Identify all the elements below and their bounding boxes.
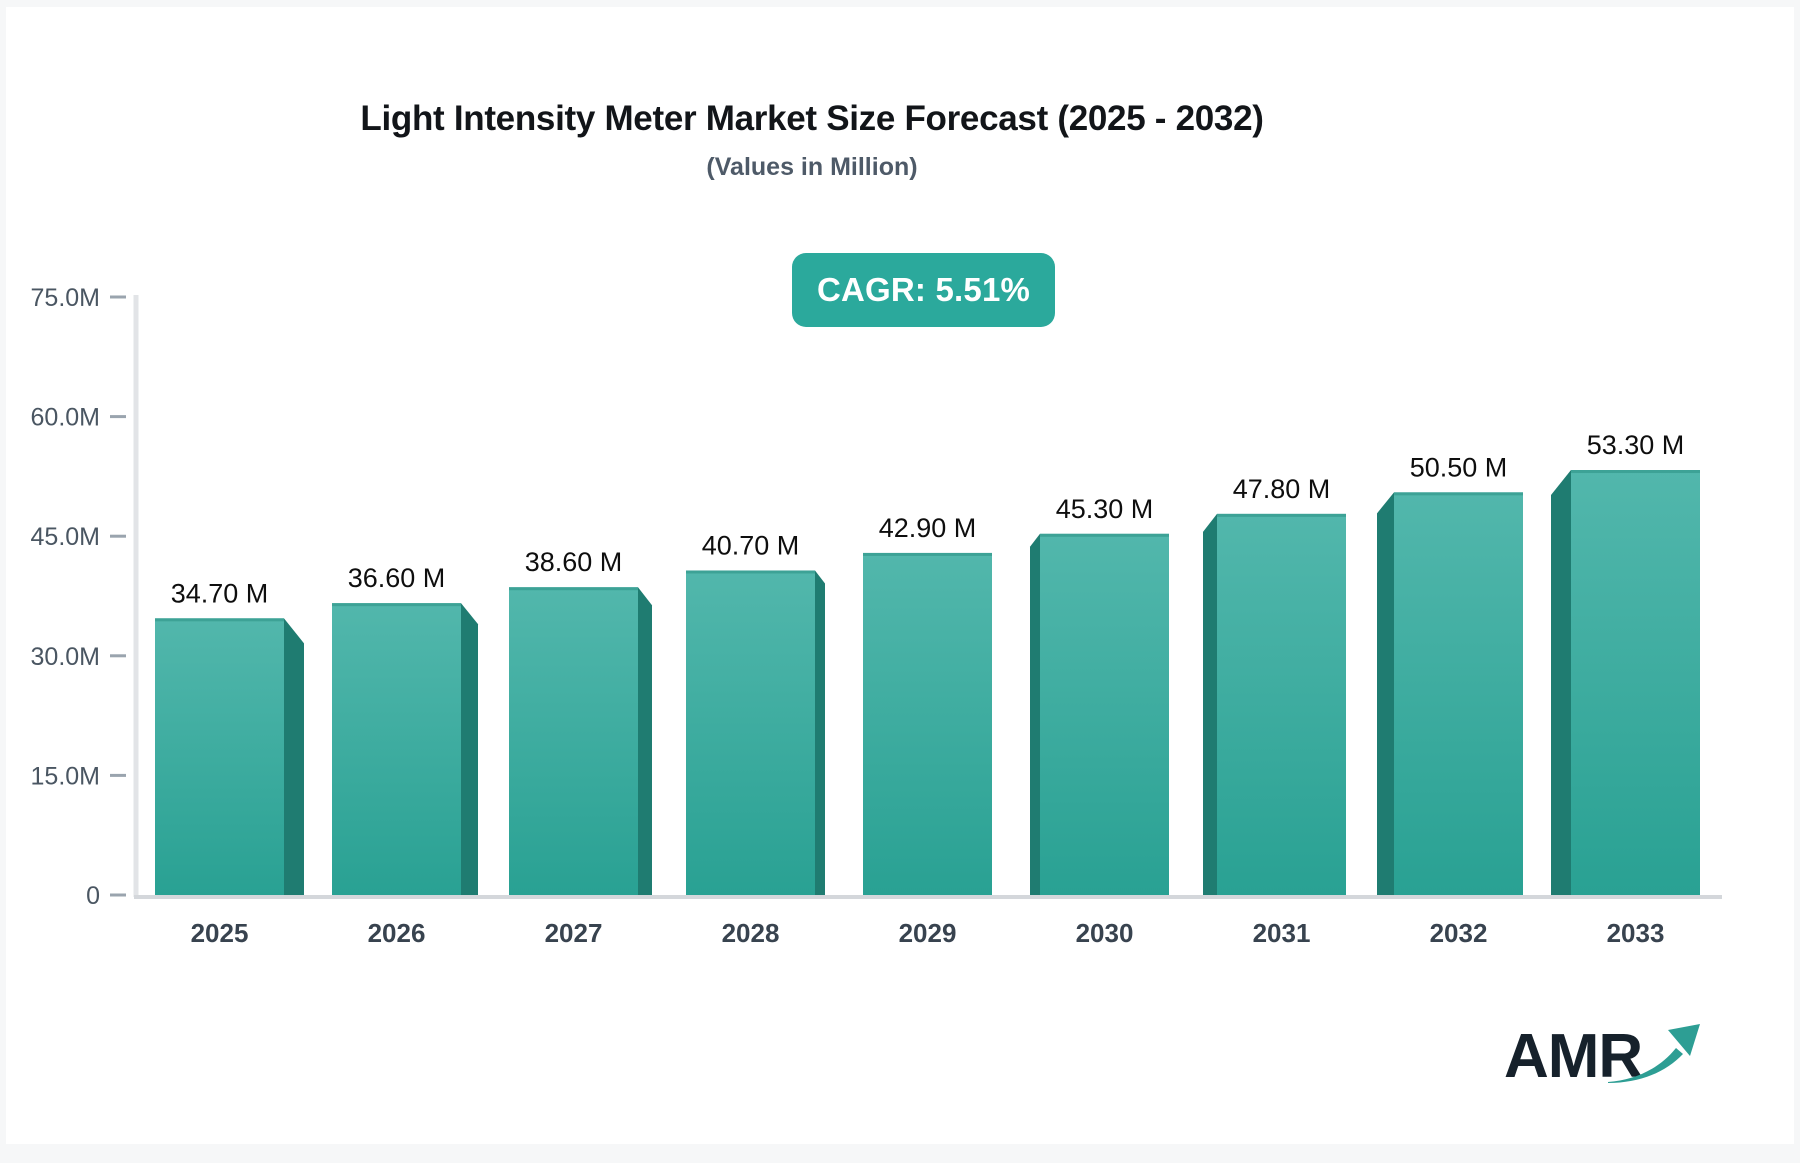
- bar-side-3d: [1551, 470, 1571, 895]
- chart-subtitle: (Values in Million): [706, 153, 918, 181]
- bar-value-label: 36.60 M: [348, 563, 446, 593]
- y-axis-label: 75.0M: [31, 284, 100, 312]
- bar-top-edge: [1217, 513, 1346, 517]
- cagr-badge: CAGR: 5.51%: [792, 253, 1055, 327]
- bar-chart-canvas: 34.70 M 2025 36.60 M 2026 38.60 M 2027 40.70 M…: [31, 284, 1722, 948]
- x-axis-label: 2028: [722, 918, 780, 948]
- bar-top-edge: [863, 552, 992, 556]
- bar-value-label: 53.30 M: [1587, 430, 1685, 460]
- bar: [509, 587, 638, 895]
- bar: [1571, 470, 1700, 895]
- y-axis-label: 60.0M: [31, 404, 100, 432]
- bar-side-3d: [1030, 533, 1040, 895]
- bar: [1040, 533, 1169, 895]
- bar-top-edge: [155, 618, 284, 622]
- bar: [686, 570, 815, 895]
- bar-value-label: 42.90 M: [879, 513, 977, 543]
- x-axis-label: 2030: [1076, 918, 1134, 948]
- x-axis-label: 2032: [1430, 918, 1488, 948]
- x-axis-label: 2027: [545, 918, 603, 948]
- bar: [1217, 513, 1346, 895]
- bar: [155, 618, 284, 895]
- bar-top-edge: [1394, 492, 1523, 496]
- bar-top-edge: [509, 587, 638, 591]
- amr-logo-text: AMR: [1504, 1022, 1643, 1091]
- bar-side-3d: [284, 618, 304, 895]
- y-axis-label: 30.0M: [31, 643, 100, 671]
- x-axis-label: 2026: [368, 918, 426, 948]
- labels-layer: 34.70 M 2025 36.60 M 2026 38.60 M 2027 40.70 M…: [31, 284, 1685, 948]
- bar-value-label: 40.70 M: [702, 530, 800, 560]
- bar-value-label: 47.80 M: [1233, 474, 1331, 504]
- bar-side-3d: [638, 587, 652, 895]
- amr-logo: AMR: [1504, 1016, 1704, 1096]
- x-axis-label: 2031: [1253, 918, 1311, 948]
- axes-layer: [110, 295, 1722, 899]
- y-axis-label: 45.0M: [31, 523, 100, 551]
- x-axis-label: 2025: [191, 918, 249, 948]
- bars-layer: [155, 470, 1700, 895]
- bar-value-label: 34.70 M: [171, 578, 269, 608]
- bar-top-edge: [1571, 470, 1700, 474]
- bar: [863, 552, 992, 895]
- y-axis-label: 0: [86, 882, 100, 910]
- bar-side-3d: [461, 603, 478, 895]
- chart-card: Light Intensity Meter Market Size Foreca…: [6, 7, 1794, 1144]
- bar-top-edge: [332, 603, 461, 607]
- bar-side-3d: [1203, 513, 1217, 895]
- bar-side-3d: [1377, 492, 1394, 895]
- bar-top-edge: [1040, 533, 1169, 537]
- bar-value-label: 50.50 M: [1410, 452, 1508, 482]
- bar-value-label: 38.60 M: [525, 547, 623, 577]
- growth-arrow-icon: [1608, 1024, 1700, 1083]
- bar: [332, 603, 461, 895]
- bar: [1394, 492, 1523, 895]
- bar-side-3d: [815, 570, 825, 895]
- chart-title: Light Intensity Meter Market Size Foreca…: [360, 99, 1264, 138]
- x-axis-label: 2029: [899, 918, 957, 948]
- bar-top-edge: [686, 570, 815, 574]
- y-axis-label: 15.0M: [31, 762, 100, 790]
- bar-value-label: 45.30 M: [1056, 494, 1154, 524]
- x-axis-label: 2033: [1607, 918, 1665, 948]
